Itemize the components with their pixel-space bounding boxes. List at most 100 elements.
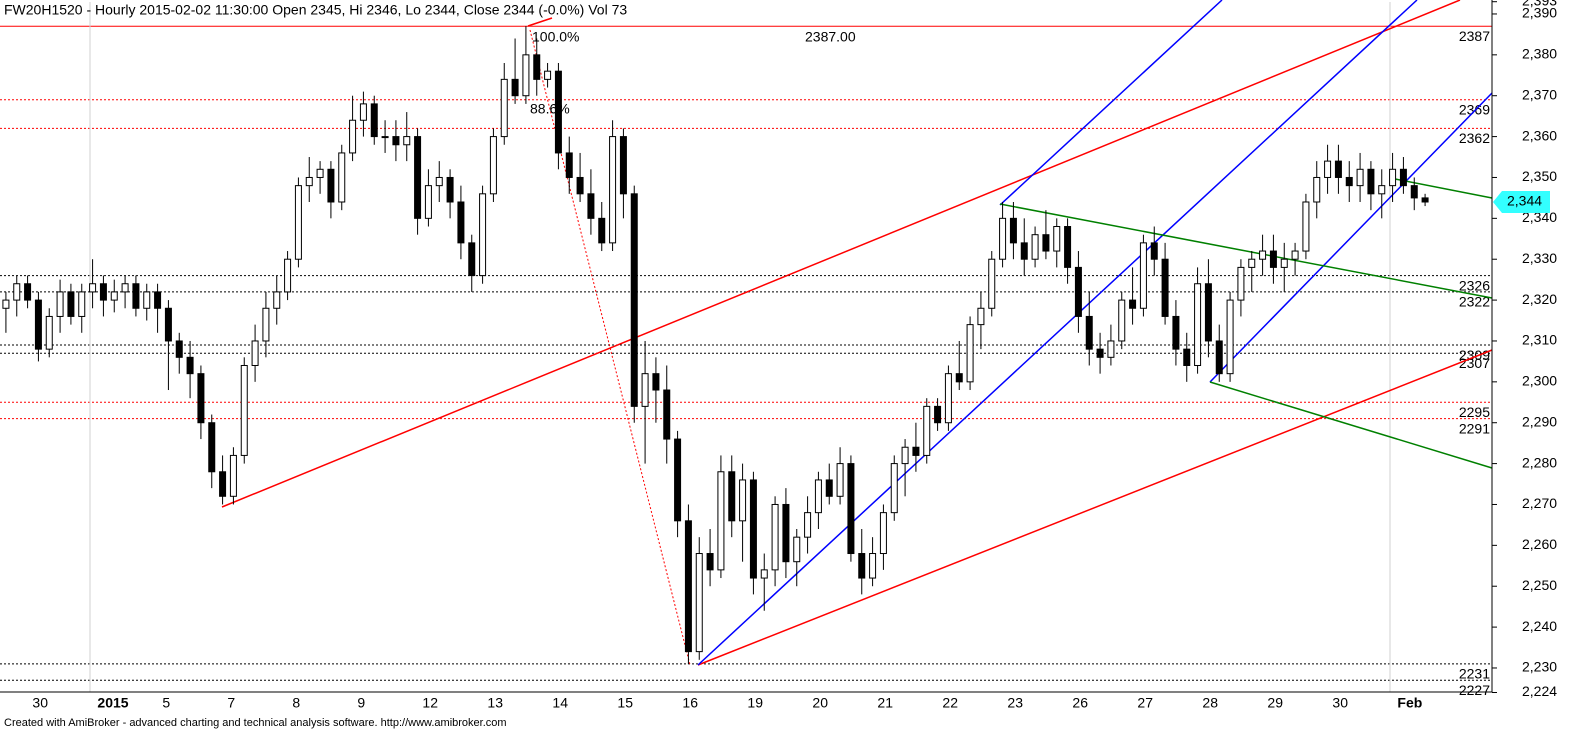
candle-body — [45, 315, 53, 350]
candle-body — [749, 479, 757, 579]
candle-body — [934, 405, 942, 424]
footer: Created with AmiBroker - advanced charti… — [4, 717, 507, 729]
candle-body — [294, 185, 302, 260]
candle-body — [1183, 348, 1191, 366]
trend-line — [1209, 381, 1493, 469]
candle-body — [186, 356, 194, 375]
candle-body — [1150, 242, 1158, 260]
candle-body — [944, 373, 952, 424]
candle-body — [121, 283, 129, 293]
candle-body — [240, 364, 248, 456]
candle-body — [1107, 340, 1115, 358]
x-tick-label: 26 — [1072, 695, 1088, 711]
y-tick-label: 2,270 — [1522, 495, 1557, 511]
candle-body — [782, 503, 790, 563]
x-tick-label: 21 — [877, 695, 893, 711]
candle-body — [684, 520, 692, 653]
candle-body — [1172, 315, 1180, 350]
candle-body — [143, 291, 151, 309]
candle-body — [1129, 299, 1137, 309]
candle-body — [1367, 168, 1375, 195]
candle-body — [565, 152, 573, 178]
x-tick-label: 15 — [617, 695, 633, 711]
trend-line — [697, 0, 1418, 666]
candle-body — [598, 217, 606, 244]
candle-body — [793, 536, 801, 563]
candle-body — [446, 176, 454, 203]
level-label: 2227 — [1459, 682, 1490, 698]
candle-body — [912, 446, 920, 456]
y-tick-label: 2,230 — [1522, 659, 1557, 675]
x-tick-label: 12 — [422, 695, 438, 711]
candle-body — [1085, 315, 1093, 350]
candle-body — [78, 291, 86, 317]
candle-body — [262, 307, 270, 342]
candle-body — [457, 201, 465, 244]
candle-body — [901, 446, 909, 465]
candle-body — [381, 136, 389, 139]
candle-body — [1269, 250, 1277, 268]
candle-body — [208, 422, 216, 473]
y-tick-label: 2,340 — [1522, 209, 1557, 225]
y-tick-label: 2,240 — [1522, 618, 1557, 634]
chart-title: FW20H1520 - Hourly 2015-02-02 11:30:00 O… — [4, 2, 627, 18]
candle-body — [619, 136, 627, 195]
candle-body — [760, 569, 768, 579]
candle-body — [966, 324, 974, 383]
candle-body — [359, 103, 367, 121]
candle-body — [1410, 185, 1418, 199]
level-label: 2231 — [1459, 666, 1490, 682]
candle-body — [164, 307, 172, 342]
candle-body — [34, 299, 42, 350]
x-tick-label: 30 — [32, 695, 48, 711]
candle-body — [1313, 176, 1321, 203]
trend-line — [1209, 92, 1493, 383]
candle-body — [489, 136, 497, 195]
candle-body — [836, 463, 844, 497]
candle-body — [923, 405, 931, 456]
trend-line — [999, 203, 1493, 299]
x-tick-label: 2015 — [97, 695, 128, 711]
x-tick-label: 23 — [1007, 695, 1023, 711]
candle-body — [652, 373, 660, 391]
level-label: 2369 — [1459, 102, 1490, 118]
y-tick-label: 2,320 — [1522, 291, 1557, 307]
candle-body — [154, 291, 162, 309]
candle-body — [1345, 176, 1353, 187]
candle-body — [717, 471, 725, 571]
candle-body — [663, 389, 671, 440]
candle-body — [435, 176, 443, 187]
candle-body — [1031, 234, 1039, 260]
x-tick-label: 29 — [1267, 695, 1283, 711]
last-value-marker — [1493, 190, 1550, 213]
candle-body — [392, 136, 400, 146]
candle-body — [1378, 185, 1386, 195]
level-label: 2307 — [1459, 355, 1490, 371]
last-value-label: 2,344 — [1507, 193, 1542, 209]
candle-body — [479, 193, 487, 277]
x-tick-label: 27 — [1137, 695, 1153, 711]
level-label: 2362 — [1459, 130, 1490, 146]
x-tick-label: 9 — [357, 695, 365, 711]
candle-body — [403, 136, 411, 146]
candle-body — [1009, 217, 1017, 244]
y-tick-label: 2,380 — [1522, 46, 1557, 62]
y-tick-label: 2,370 — [1522, 86, 1557, 102]
candle-body — [219, 471, 227, 497]
candle-body — [1053, 226, 1061, 252]
candle-body — [284, 258, 292, 293]
candle-body — [110, 291, 118, 301]
candle-body — [1334, 160, 1342, 178]
trend-line — [697, 349, 1493, 666]
candle-body — [1421, 197, 1429, 203]
candle-body — [132, 283, 140, 309]
candle-body — [674, 438, 682, 522]
x-tick-label: 7 — [227, 695, 235, 711]
candle-body — [424, 185, 432, 219]
candle-body — [1226, 299, 1234, 375]
candle-body — [847, 463, 855, 555]
candle-body — [804, 512, 812, 538]
level-label: 2387 — [1459, 28, 1490, 44]
level-label: 2326 — [1459, 277, 1490, 293]
